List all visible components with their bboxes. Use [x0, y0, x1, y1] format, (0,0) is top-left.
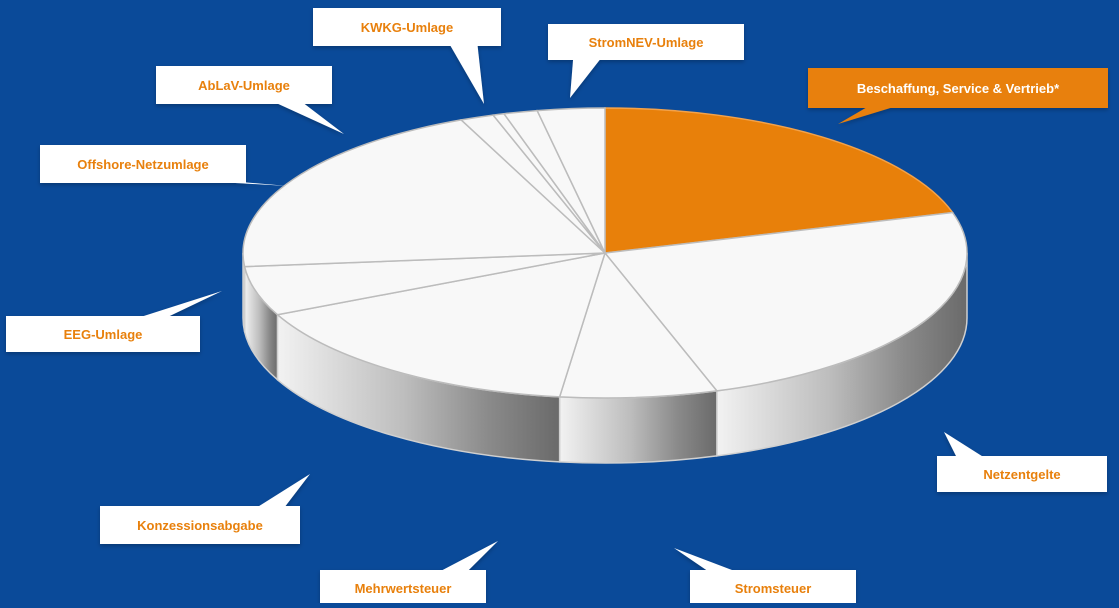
callout-beschaffung-service-vertrieb: Beschaffung, Service & Vertrieb* — [808, 68, 1108, 124]
slice-label: AbLaV-Umlage — [198, 78, 290, 93]
callout-pointer — [256, 474, 310, 508]
callout-konzessionsabgabe: Konzessionsabgabe — [100, 474, 310, 544]
callout-pointer — [570, 58, 602, 98]
callout-box — [690, 570, 856, 606]
slice-label: Konzessionsabgabe — [137, 518, 263, 533]
slice-label: EEG-Umlage — [64, 327, 143, 342]
callout-pointer — [137, 291, 222, 318]
slice-label: Stromsteuer — [735, 581, 812, 596]
callout-pointer — [674, 548, 738, 572]
callout-box — [548, 24, 744, 60]
slice-label: Offshore-Netzumlage — [77, 157, 208, 172]
pie-side-stromsteuer — [558, 390, 718, 464]
callout-eeg-umlage: EEG-Umlage — [6, 291, 222, 352]
callout-netzentgelte: Netzentgelte — [937, 432, 1107, 492]
callout-kwkg-umlage: KWKG-Umlage — [313, 8, 501, 104]
slice-label: KWKG-Umlage — [361, 20, 453, 35]
pie-top-layer — [242, 107, 968, 399]
callout-pointer — [838, 106, 897, 124]
slice-label: Beschaffung, Service & Vertrieb* — [857, 81, 1060, 96]
callout-box — [808, 68, 1108, 108]
callout-box — [6, 316, 200, 352]
callout-layer: Beschaffung, Service & Vertrieb* Netzentg… — [6, 8, 1108, 606]
pie-slice-beschaffung-service-vertrieb — [604, 107, 954, 254]
slice-label: Mehrwertsteuer — [355, 581, 452, 596]
pie-slice-eeg-umlage — [242, 119, 607, 268]
pie-slice-stromsteuer — [558, 251, 719, 399]
callout-stromsteuer: Stromsteuer — [674, 548, 856, 606]
callout-pointer — [944, 432, 985, 458]
callout-box — [156, 66, 332, 104]
pie-side-layer — [242, 252, 968, 464]
callout-pointer — [274, 102, 344, 134]
callout-box — [320, 570, 486, 606]
slice-label: StromNEV-Umlage — [589, 35, 704, 50]
callout-box — [313, 8, 501, 46]
pie-slice-mehrwertsteuer — [275, 252, 607, 398]
pie-slice-netzentgelte — [603, 211, 968, 392]
callout-pointer — [438, 541, 498, 572]
pie-slice-stromnev-umlage — [536, 107, 606, 254]
slice-label: Netzentgelte — [983, 467, 1060, 482]
callout-mehrwertsteuer: Mehrwertsteuer — [320, 541, 498, 606]
callout-box — [100, 506, 300, 544]
callout-box — [40, 145, 246, 183]
callout-stromnev-umlage: StromNEV-Umlage — [548, 24, 744, 98]
callout-offshore-netzumlage: Offshore-Netzumlage — [40, 145, 288, 186]
callout-pointer — [449, 44, 484, 104]
callout-ablav-umlage: AbLaV-Umlage — [156, 66, 344, 134]
callout-box — [937, 456, 1107, 492]
